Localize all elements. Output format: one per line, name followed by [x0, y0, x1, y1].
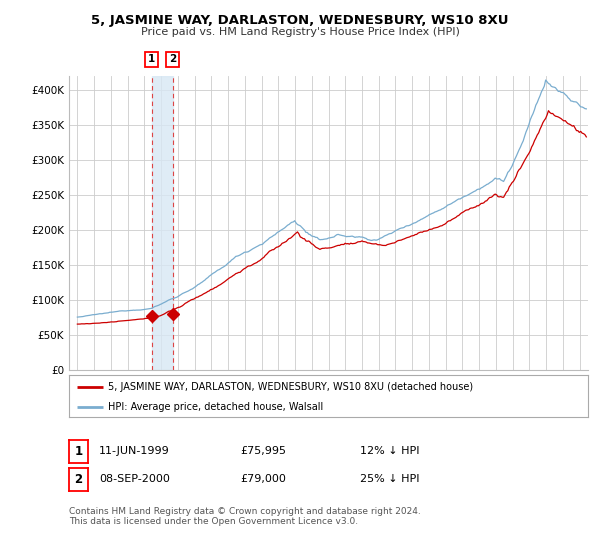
Text: 2: 2 [169, 54, 176, 64]
Text: 5, JASMINE WAY, DARLASTON, WEDNESBURY, WS10 8XU (detached house): 5, JASMINE WAY, DARLASTON, WEDNESBURY, W… [108, 382, 473, 392]
Text: 12% ↓ HPI: 12% ↓ HPI [360, 446, 419, 456]
Text: £75,995: £75,995 [240, 446, 286, 456]
Text: 25% ↓ HPI: 25% ↓ HPI [360, 474, 419, 484]
Text: £79,000: £79,000 [240, 474, 286, 484]
Text: Contains HM Land Registry data © Crown copyright and database right 2024.
This d: Contains HM Land Registry data © Crown c… [69, 507, 421, 526]
Text: 5, JASMINE WAY, DARLASTON, WEDNESBURY, WS10 8XU: 5, JASMINE WAY, DARLASTON, WEDNESBURY, W… [91, 14, 509, 27]
Text: 2: 2 [74, 473, 83, 486]
Text: HPI: Average price, detached house, Walsall: HPI: Average price, detached house, Wals… [108, 402, 323, 412]
Text: 1: 1 [148, 54, 155, 64]
Bar [152, 76, 173, 370]
Text: 1: 1 [74, 445, 83, 458]
Text: 11-JUN-1999: 11-JUN-1999 [99, 446, 170, 456]
Text: Price paid vs. HM Land Registry's House Price Index (HPI): Price paid vs. HM Land Registry's House … [140, 27, 460, 37]
Text: 08-SEP-2000: 08-SEP-2000 [99, 474, 170, 484]
